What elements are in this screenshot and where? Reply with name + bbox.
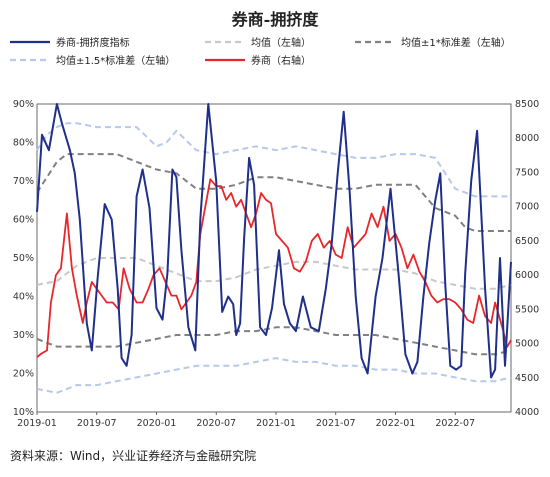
y-left-tick-label: 60% <box>13 215 34 226</box>
legend-label: 均值±1.5*标准差（左轴） <box>56 54 175 67</box>
y-right-tick-label: 7000 <box>515 202 539 213</box>
y-right-tick-label: 5500 <box>515 304 539 315</box>
legend-label: 券商（右轴） <box>251 54 311 67</box>
series-line <box>36 178 512 358</box>
y-left-tick-label: 30% <box>13 330 34 341</box>
y-left-tick-label: 90% <box>13 99 34 110</box>
series-line <box>36 357 512 394</box>
series-layer <box>36 103 512 394</box>
source-note: 资料来源：Wind，兴业证券经济与金融研究院 <box>10 449 257 463</box>
axes: 10% 20% 30% 40% 50% 60% 70% 80% 90% 4000 4500 5000 5… <box>13 99 539 429</box>
y-right-tick-label: 6500 <box>515 236 539 247</box>
y-right-tick-label: 4500 <box>515 373 539 384</box>
y-left-tick-label: 50% <box>13 253 34 264</box>
y-left-tick-label: 20% <box>13 369 34 380</box>
y-right-tick-label: 4000 <box>515 407 539 418</box>
chart-title: 券商-拥挤度 <box>231 10 319 29</box>
y-left-tick-label: 80% <box>13 138 34 149</box>
x-tick-label: 2019-01 <box>17 418 57 429</box>
x-tick-label: 2020-01 <box>137 418 177 429</box>
y-right-tick-label: 5000 <box>515 339 539 350</box>
y-right-tick-label: 7500 <box>515 167 539 178</box>
y-right-tick-label: 6000 <box>515 270 539 281</box>
series-line <box>36 326 512 356</box>
y-right-tick-label: 8000 <box>515 133 539 144</box>
legend-label: 均值±1*标准差（左轴） <box>401 36 511 49</box>
plot-frame <box>36 103 512 413</box>
x-tick-label: 2019-07 <box>77 418 117 429</box>
y-left-tick-label: 70% <box>13 176 34 187</box>
legend: 券商-拥挤度指标 均值（左轴） 均值±1*标准差（左轴） 均值±1.5*标准差（左轴）… <box>10 36 511 67</box>
legend-label: 券商-拥挤度指标 <box>56 36 130 49</box>
series-line <box>36 257 512 290</box>
x-tick-label: 2020-07 <box>196 418 236 429</box>
series-line <box>36 103 512 379</box>
y-left-tick-label: 10% <box>13 407 34 418</box>
x-tick-label: 2021-01 <box>256 418 296 429</box>
legend-label: 均值（左轴） <box>251 36 311 49</box>
series-line <box>36 122 511 198</box>
x-tick-label: 2022-01 <box>376 418 416 429</box>
y-right-tick-label: 8500 <box>515 99 539 110</box>
x-tick-label: 2021-07 <box>316 418 356 429</box>
x-tick-label: 2022-07 <box>435 418 475 429</box>
y-left-tick-label: 40% <box>13 292 34 303</box>
series-line <box>36 153 511 232</box>
